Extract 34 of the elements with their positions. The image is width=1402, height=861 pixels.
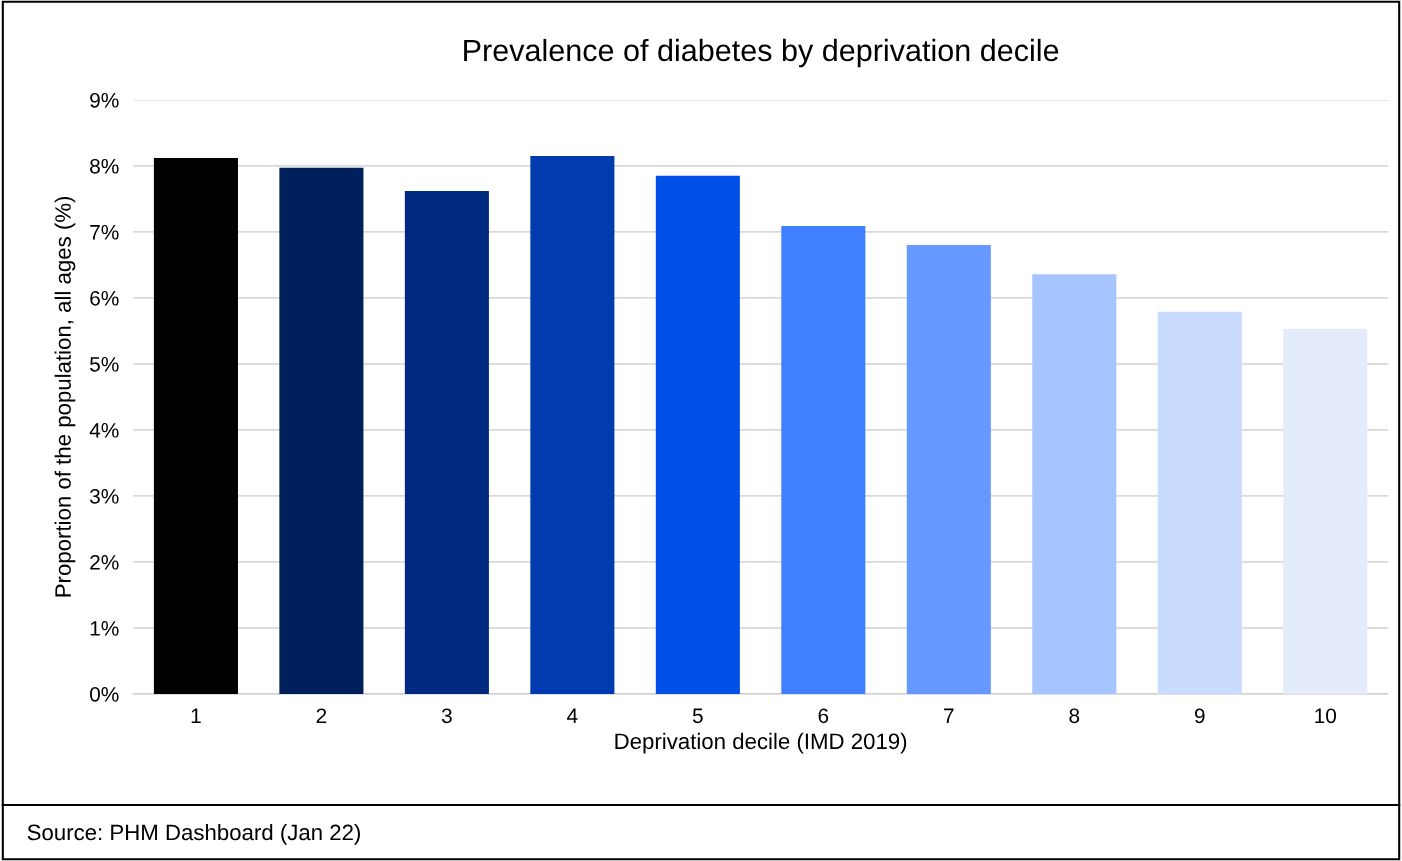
bar — [655, 175, 740, 694]
y-tick-label: 1% — [90, 621, 119, 636]
x-tick-label: 10 — [1315, 708, 1337, 724]
x-tick-label: 7 — [944, 708, 954, 723]
bar — [906, 245, 991, 694]
x-tick-label: 5 — [692, 708, 703, 724]
x-tick-label: 6 — [818, 708, 829, 724]
y-tick-label: 0% — [90, 686, 119, 702]
y-tick-label: 7% — [90, 224, 119, 240]
source-note: Source: PHM Dashboard (Jan 22) — [27, 823, 360, 845]
chart-title: Prevalence of diabetes by deprivation decile — [464, 38, 1059, 68]
bar — [781, 225, 866, 694]
bar — [1032, 274, 1117, 694]
x-tick-label: 1 — [191, 708, 201, 723]
y-tick-label: 6% — [90, 290, 119, 306]
x-tick-label: 8 — [1069, 708, 1080, 724]
bar — [1157, 311, 1242, 694]
y-tick-label: 5% — [90, 357, 119, 372]
x-tick-label: 9 — [1194, 708, 1205, 724]
x-tick-label: 4 — [567, 708, 578, 723]
x-tick-label: 3 — [441, 708, 452, 724]
bar — [530, 155, 615, 694]
bar — [279, 167, 364, 694]
y-tick-label: 9% — [90, 92, 119, 108]
bar — [153, 157, 238, 694]
y-tick-label: 2% — [90, 554, 119, 570]
bar — [1283, 328, 1368, 694]
bar — [404, 190, 489, 694]
y-tick-label: 4% — [89, 423, 119, 438]
y-axis-title: Proportion of the population, all ages (%) — [54, 196, 76, 597]
x-axis-title: Deprivation decile (IMD 2019) — [615, 732, 907, 754]
y-tick-label: 8% — [90, 158, 119, 174]
x-tick-label: 2 — [316, 708, 327, 723]
y-tick-label: 3% — [89, 488, 119, 504]
